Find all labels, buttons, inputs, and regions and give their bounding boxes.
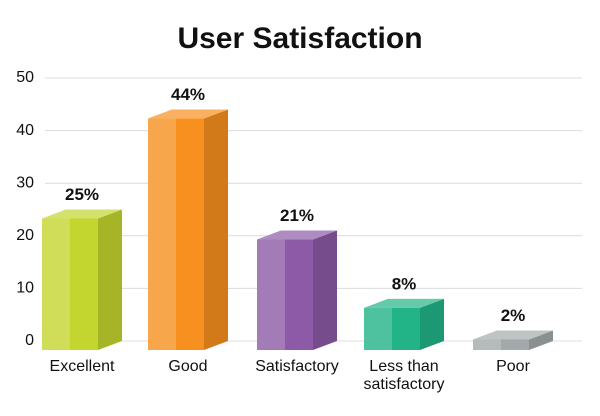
x-tick-label: Poor — [496, 358, 530, 375]
bar-top — [364, 298, 444, 308]
bar-side — [313, 230, 337, 350]
bar-side-shade — [204, 109, 228, 350]
bar — [364, 307, 420, 350]
data-label: 8% — [392, 274, 417, 293]
bar-top — [257, 230, 337, 240]
bar-side — [529, 330, 553, 350]
bar-top-shade — [473, 330, 553, 340]
data-label: 25% — [65, 185, 99, 204]
bar-side-shade — [98, 209, 122, 350]
data-label: 21% — [280, 206, 314, 225]
y-tick-label: 20 — [16, 227, 34, 244]
bar-side-shade — [420, 298, 444, 350]
bar-side-shade — [529, 330, 553, 350]
bar-side — [420, 298, 444, 350]
chart-title: User Satisfaction — [177, 22, 422, 55]
x-tick-label: Good — [168, 358, 208, 375]
bar-top-shade — [257, 230, 337, 240]
bar-top — [42, 209, 122, 219]
bar-top-shade — [364, 298, 444, 308]
y-tick-label: 50 — [16, 69, 34, 86]
bar-top — [473, 330, 553, 340]
y-tick-label: 10 — [16, 280, 34, 297]
data-label: 2% — [501, 306, 526, 325]
y-tick-label: 30 — [16, 174, 34, 191]
bar-highlight — [42, 218, 70, 350]
bar-top-shade — [42, 209, 122, 219]
x-tick-label: Excellent — [49, 358, 115, 375]
y-tick-label: 40 — [16, 122, 34, 139]
bar-highlight — [257, 239, 285, 350]
bar — [148, 118, 204, 350]
bar-top — [148, 109, 228, 119]
data-label: 44% — [171, 85, 205, 104]
bar-highlight — [364, 307, 392, 350]
bar-top-shade — [148, 109, 228, 119]
bar-highlight — [148, 118, 176, 350]
bar — [42, 218, 98, 350]
y-tick-label: 0 — [25, 332, 34, 349]
bar-highlight — [473, 339, 501, 350]
bar-side — [204, 109, 228, 350]
bar-side — [98, 209, 122, 350]
x-tick-label: Less than satisfactory — [363, 358, 445, 393]
bar-side-shade — [313, 230, 337, 350]
x-tick-label: Satisfactory — [255, 358, 339, 375]
bar — [257, 239, 313, 350]
bar — [473, 339, 529, 350]
